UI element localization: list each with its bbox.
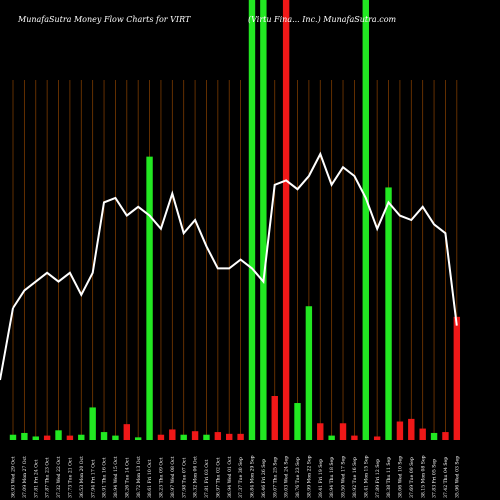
bar (191, 431, 199, 440)
bar (134, 437, 142, 440)
bar (294, 403, 301, 440)
x-tick-label: 37.32 Wed 22 Oct (56, 456, 62, 498)
chart-title: MunafaSutra Money Flow Charts for VIRT (17, 15, 191, 24)
x-tick-label: 36.97 Thu 02 Oct (215, 457, 221, 498)
bar (100, 432, 108, 440)
bar (362, 0, 369, 440)
x-tick-label: 38.76 Tue 23 Sep (295, 457, 301, 498)
bar (78, 434, 85, 440)
x-tick-label: 37.83 Fri 05 Sep (432, 459, 438, 498)
bar (180, 434, 187, 440)
bar (89, 407, 96, 440)
x-tick-label: 37.69 Tue 09 Sep (409, 457, 415, 498)
x-tick-label: 37.73 Tue 21 Oct (68, 458, 74, 498)
bar (396, 421, 404, 440)
x-tick-label: 38.61 Fri 10 Oct (147, 459, 153, 498)
bar (282, 0, 290, 440)
bar (21, 432, 28, 440)
bar (43, 435, 51, 440)
x-tick-label: 38.99 Mon 22 Sep (306, 455, 312, 498)
x-tick-label: 37.89 Fri 12 Sep (375, 459, 381, 498)
x-tick-label: 39.50 Wed 17 Sep (341, 456, 347, 498)
x-tick-label: 38.92 Tue 16 Sep (352, 457, 358, 498)
bar (351, 435, 358, 440)
bar (328, 435, 335, 440)
x-tick-label: 39.07 Thu 25 Sep (272, 457, 278, 498)
x-tick-label: 37.09 Mon 27 Oct (22, 456, 28, 498)
bar (248, 0, 256, 440)
x-tick-label: 36.84 Mon 29 Sep (250, 455, 256, 498)
x-tick-label: 35.96 Wed 03 Sep (454, 456, 460, 498)
x-tick-label: 38.15 Mon 08 Sep (420, 455, 426, 498)
bar (453, 316, 461, 440)
bar (385, 187, 392, 440)
x-tick-label: 37.98 Tue 07 Oct (181, 458, 187, 498)
bar (339, 423, 347, 440)
x-tick-label: 38.38 Thu 11 Sep (386, 457, 392, 498)
bar (32, 436, 39, 440)
bar (55, 430, 62, 440)
x-tick-label: 38.32 Mon 06 Oct (193, 456, 199, 498)
bar (146, 156, 153, 440)
x-tick-label: 36.94 Wed 01 Oct (227, 456, 233, 498)
x-tick-label: 38.26 Tue 14 Oct (124, 458, 130, 498)
x-tick-label: 38.94 Thu 18 Sep (329, 457, 335, 498)
bar (226, 433, 233, 440)
bar (123, 424, 130, 440)
x-tick-label: 37.87 Thu 23 Oct (45, 457, 51, 498)
x-tick-label: 36.93 Wed 29 Oct (11, 456, 17, 498)
bar (373, 436, 381, 440)
bar (112, 435, 119, 440)
bar (169, 429, 176, 440)
bar (237, 433, 244, 440)
bar (442, 432, 449, 440)
bar (408, 418, 415, 440)
x-tick-label: 37.94 Fri 17 Oct (90, 459, 96, 498)
x-tick-label: 37.37 Tue 30 Sep (238, 457, 244, 498)
chart-title-right: (Virtu Fina... Inc.) MunafaSutra.com (248, 15, 397, 24)
price-line-path (12, 151, 458, 326)
bar (203, 434, 210, 440)
x-tick-label: 38.06 Wed 10 Sep (398, 456, 404, 498)
x-tick-label: 38.94 Wed 15 Oct (113, 456, 119, 498)
bar (271, 396, 278, 440)
bar (317, 423, 324, 440)
x-tick-label: 37.81 Fri 24 Oct (33, 459, 39, 498)
bar (9, 434, 17, 440)
x-tick-label: 38.97 Wed 08 Oct (170, 456, 176, 498)
x-tick-label: 38.41 Mon 15 Sep (363, 455, 369, 498)
bar (260, 0, 267, 440)
bar (214, 432, 222, 440)
x-tick-labels: 36.93 Wed 29 Oct 37.09 Mon 27 Oct 37.81 Fr… (11, 455, 461, 498)
x-tick-label: 36.46 Fri 26 Sep (261, 459, 267, 498)
bar (66, 435, 74, 440)
bar (305, 306, 313, 440)
bar (419, 428, 426, 440)
bar (430, 432, 438, 440)
x-tick-label: 38.23 Thu 09 Oct (159, 457, 165, 498)
x-tick-label: 37.81 Fri 03 Oct (204, 459, 210, 498)
price-line (0, 151, 458, 381)
price-line-start (0, 307, 14, 381)
x-tick-label: 39.41 Fri 19 Sep (318, 459, 324, 498)
x-tick-label: 36.53 Mon 20 Oct (79, 456, 85, 498)
x-tick-label: 38.72 Mon 13 Oct (136, 456, 142, 498)
x-tick-label: 38.91 Thu 16 Oct (102, 457, 108, 498)
x-tick-label: 37.42 Thu 04 Sep (443, 457, 449, 498)
bars (9, 0, 461, 440)
x-tick-label: 39.03 Wed 24 Sep (284, 456, 290, 498)
bar (157, 434, 165, 440)
